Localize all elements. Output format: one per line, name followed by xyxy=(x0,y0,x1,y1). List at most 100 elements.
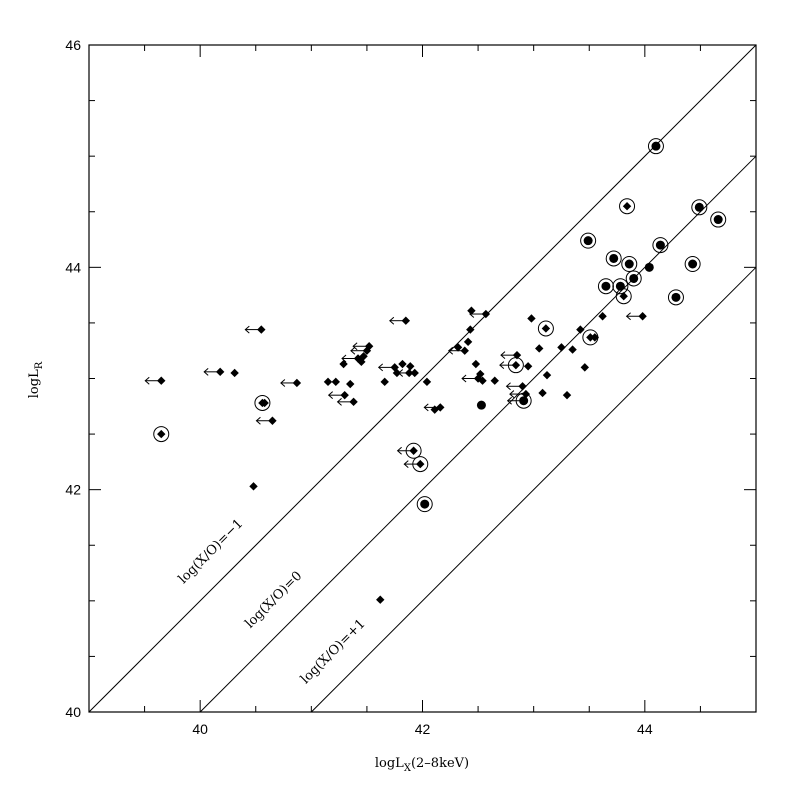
diamond-marker xyxy=(586,333,595,342)
data-point xyxy=(542,370,552,380)
upper-limit-arrow xyxy=(506,396,521,405)
upper-limit-arrow xyxy=(280,379,294,387)
data-point xyxy=(535,344,544,353)
diamond-marker xyxy=(401,316,411,325)
diamond-marker xyxy=(398,359,407,369)
axis-ticks xyxy=(88,44,757,713)
data-point xyxy=(710,211,727,228)
upper-limit-arrow xyxy=(377,363,392,372)
dot-marker xyxy=(609,253,619,263)
diamond-marker xyxy=(258,398,267,408)
data-point xyxy=(562,390,572,400)
diamond-marker xyxy=(349,397,358,407)
diamond-marker xyxy=(268,416,277,425)
y-tick-label: 42 xyxy=(65,482,81,498)
arrow-head xyxy=(403,460,409,468)
diamond-marker xyxy=(518,382,527,391)
circle-ring xyxy=(621,255,638,272)
data-point xyxy=(153,426,170,443)
data-point xyxy=(364,342,374,351)
diamond-marker xyxy=(323,377,333,387)
circle-ring xyxy=(580,232,597,249)
data-point xyxy=(401,316,411,325)
diamond-marker xyxy=(471,359,481,369)
diamond-marker xyxy=(535,344,544,353)
diamond-marker xyxy=(410,368,419,378)
data-point xyxy=(331,377,340,387)
circle-ring xyxy=(612,278,629,295)
data-point xyxy=(466,325,475,334)
circle-ring xyxy=(597,278,614,295)
diamond-marker xyxy=(576,325,585,334)
diamond-marker xyxy=(511,360,521,370)
upper-limit-arrow xyxy=(203,367,218,376)
data-point xyxy=(249,482,258,491)
data-point xyxy=(230,368,239,378)
arrow-head xyxy=(336,397,342,406)
data-point xyxy=(580,363,590,372)
reference-lines xyxy=(88,44,757,713)
data-point xyxy=(340,390,349,400)
data-point xyxy=(582,329,599,346)
diamond-marker xyxy=(476,369,485,379)
diamond-marker xyxy=(463,337,473,347)
data-point xyxy=(157,376,166,385)
arrow-head xyxy=(389,316,395,325)
x-axis-title-suffix: (2–8keV) xyxy=(411,756,469,771)
upper-limit-arrow xyxy=(505,382,520,391)
data-point xyxy=(527,314,536,323)
circle-ring xyxy=(647,138,664,155)
circle-ring xyxy=(684,255,701,272)
diamond-marker xyxy=(339,359,348,369)
upper-limit-arrow xyxy=(244,325,259,334)
data-point xyxy=(568,345,577,354)
upper-limit-arrow xyxy=(336,397,351,406)
data-point xyxy=(590,333,600,342)
data-point xyxy=(410,368,419,378)
x-tick-label: 40 xyxy=(192,721,208,737)
diamond-marker xyxy=(541,324,551,333)
data-point xyxy=(652,237,669,254)
data-point xyxy=(615,288,632,305)
upper-limit-arrow xyxy=(397,369,412,377)
data-point xyxy=(376,595,385,604)
data-point xyxy=(576,325,585,334)
upper-limit-arrow xyxy=(389,316,403,325)
reference-line-label: log(X/O)=+1 xyxy=(298,616,369,687)
upper-limit-arrow xyxy=(396,446,411,455)
upper-limit-arrow xyxy=(625,312,640,321)
data-point xyxy=(667,289,684,306)
data-point xyxy=(349,397,358,407)
diamond-marker xyxy=(580,363,590,372)
upper-limit-arrow xyxy=(341,354,356,363)
diamond-marker xyxy=(542,370,552,380)
diamond-marker xyxy=(622,201,632,211)
upper-limit-arrow xyxy=(469,310,483,318)
x-tick-label: 44 xyxy=(637,721,653,737)
arrow-head xyxy=(423,403,429,412)
diamond-marker xyxy=(590,333,600,342)
upper-limit-arrow xyxy=(144,376,159,385)
diamond-marker xyxy=(453,343,463,352)
data-point xyxy=(215,367,225,377)
dot-marker xyxy=(644,262,654,272)
diamond-marker xyxy=(346,379,355,389)
data-point xyxy=(538,388,547,398)
data-point xyxy=(460,346,469,355)
data-point xyxy=(478,376,487,385)
circle-ring xyxy=(537,320,554,337)
y-axis-title-sub: R xyxy=(34,361,45,369)
diamond-marker xyxy=(380,377,389,387)
dot-marker xyxy=(615,281,625,291)
dot-marker xyxy=(671,292,681,302)
arrow-head xyxy=(509,390,515,398)
data-point xyxy=(638,312,647,321)
x-axis-title: logLX(2–8keV) xyxy=(375,756,469,774)
upper-limit-arrow xyxy=(423,403,438,412)
upper-limit-arrow xyxy=(352,342,367,351)
arrow-head xyxy=(144,376,150,385)
reference-line xyxy=(199,155,757,713)
arrow-head xyxy=(469,310,475,318)
data-point xyxy=(597,278,614,295)
data-point xyxy=(490,376,499,385)
